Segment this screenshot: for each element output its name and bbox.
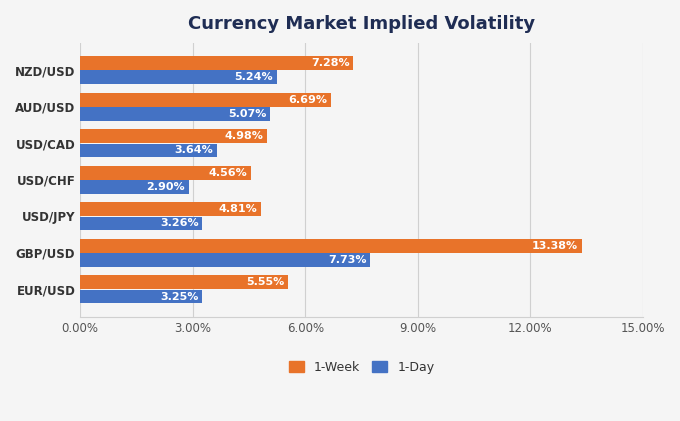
- Bar: [80, 129, 267, 143]
- Legend: 1-Week, 1-Day: 1-Week, 1-Day: [284, 356, 439, 379]
- Bar: [80, 107, 271, 121]
- Bar: [80, 180, 189, 194]
- Text: 5.55%: 5.55%: [246, 277, 285, 287]
- Bar: [80, 56, 353, 70]
- Text: 13.38%: 13.38%: [532, 241, 578, 251]
- Bar: [80, 70, 277, 84]
- Bar: [80, 253, 370, 267]
- Text: 4.98%: 4.98%: [224, 131, 263, 141]
- Text: 4.56%: 4.56%: [209, 168, 248, 178]
- Text: 5.24%: 5.24%: [235, 72, 273, 83]
- Bar: [80, 290, 202, 304]
- Text: 5.07%: 5.07%: [228, 109, 267, 119]
- Text: 7.73%: 7.73%: [328, 255, 367, 265]
- Bar: [80, 166, 251, 180]
- Title: Currency Market Implied Volatility: Currency Market Implied Volatility: [188, 15, 535, 33]
- Text: 3.26%: 3.26%: [160, 218, 199, 229]
- Text: 7.28%: 7.28%: [311, 58, 350, 68]
- Text: 2.90%: 2.90%: [147, 182, 185, 192]
- Bar: [80, 275, 288, 289]
- Text: 3.25%: 3.25%: [160, 291, 199, 301]
- Text: 6.69%: 6.69%: [288, 95, 327, 105]
- Bar: [80, 144, 217, 157]
- Bar: [80, 239, 582, 253]
- Text: 3.64%: 3.64%: [174, 145, 213, 155]
- Bar: [80, 203, 260, 216]
- Bar: [80, 216, 203, 230]
- Bar: [80, 93, 331, 107]
- Text: 4.81%: 4.81%: [218, 204, 257, 214]
